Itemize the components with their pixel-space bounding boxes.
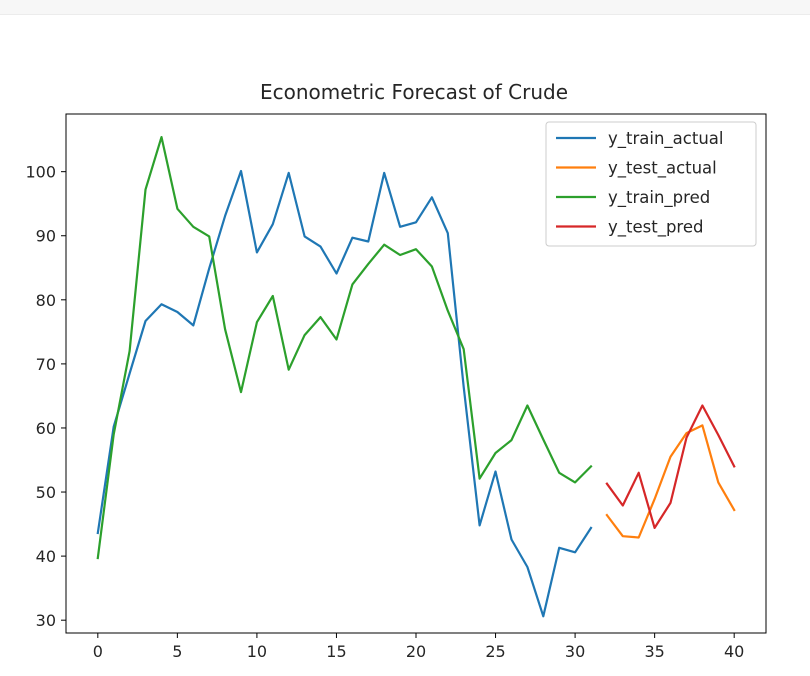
y-tick-label: 70 (36, 355, 56, 374)
x-tick-label: 15 (326, 642, 346, 661)
axes: 0 5 10 15 20 25 30 35 40 30 40 50 60 70 80 90 100 (25, 113, 767, 661)
legend-label: y_test_actual (608, 159, 717, 179)
x-tick-label: 0 (93, 642, 103, 661)
chart-title: Econometric Forecast of Crude (260, 80, 568, 104)
legend-label: y_test_pred (608, 218, 703, 238)
y-tick-label: 50 (36, 483, 56, 502)
x-tick-label: 20 (406, 642, 426, 661)
x-tick-label: 35 (644, 642, 664, 661)
y-tick-label: 30 (36, 611, 56, 630)
y-tick-label: 60 (36, 419, 56, 438)
x-tick-label: 5 (172, 642, 182, 661)
series-line-y-train-pred (96, 136, 593, 560)
series-line-y-test-pred (605, 404, 736, 530)
legend-label: y_train_pred (608, 188, 710, 208)
window-top-strip (0, 0, 810, 15)
plot-area (96, 136, 736, 618)
y-tick-label: 80 (36, 291, 56, 310)
legend-label: y_train_actual (608, 129, 723, 149)
series-line-y-test-actual (605, 424, 736, 539)
y-tick-label: 100 (25, 163, 56, 182)
legend-box (545, 121, 757, 247)
x-tick-label: 10 (247, 642, 267, 661)
x-tick-label: 25 (485, 642, 505, 661)
series-line-y-train-actual (96, 169, 593, 618)
legend: y_train_actual y_test_actual y_train_predy… (545, 121, 757, 247)
x-tick-label: 30 (565, 642, 585, 661)
y-tick-label: 40 (36, 547, 56, 566)
y-tick-label: 90 (36, 227, 56, 246)
x-tick-label: 40 (724, 642, 744, 661)
